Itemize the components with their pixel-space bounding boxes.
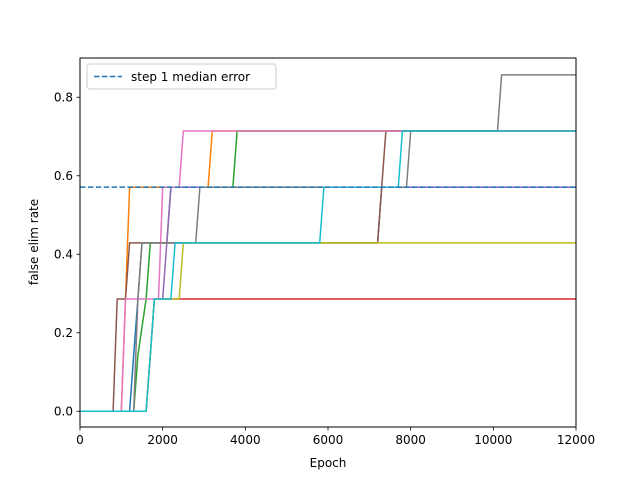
x-axis-ticks: 0 2000 4000 6000 8000 10000 12000 <box>76 427 595 447</box>
legend-entry-label: step 1 median error <box>131 70 250 84</box>
y-tick-label: 0.8 <box>54 91 73 105</box>
x-tick-label: 4000 <box>230 433 261 447</box>
x-tick-label: 8000 <box>395 433 426 447</box>
y-axis-label: false elim rate <box>27 199 41 285</box>
x-tick-label: 10000 <box>474 433 512 447</box>
x-tick-label: 12000 <box>557 433 595 447</box>
legend-box <box>86 63 277 90</box>
y-tick-label: 0.2 <box>54 326 73 340</box>
x-tick-label: 0 <box>76 433 84 447</box>
series-line-6 <box>80 130 576 413</box>
y-tick-label: 0.6 <box>54 169 73 183</box>
x-tick-label: 2000 <box>147 433 178 447</box>
series-line-10 <box>80 130 576 413</box>
x-tick-label: 6000 <box>313 433 344 447</box>
y-tick-label: 0.0 <box>54 405 73 419</box>
y-tick-label: 0.4 <box>54 248 73 262</box>
legend: step 1 median error <box>86 63 277 90</box>
x-axis-label: Epoch <box>310 456 347 470</box>
y-axis-ticks: 0.0 0.2 0.4 0.6 0.8 <box>54 91 80 419</box>
